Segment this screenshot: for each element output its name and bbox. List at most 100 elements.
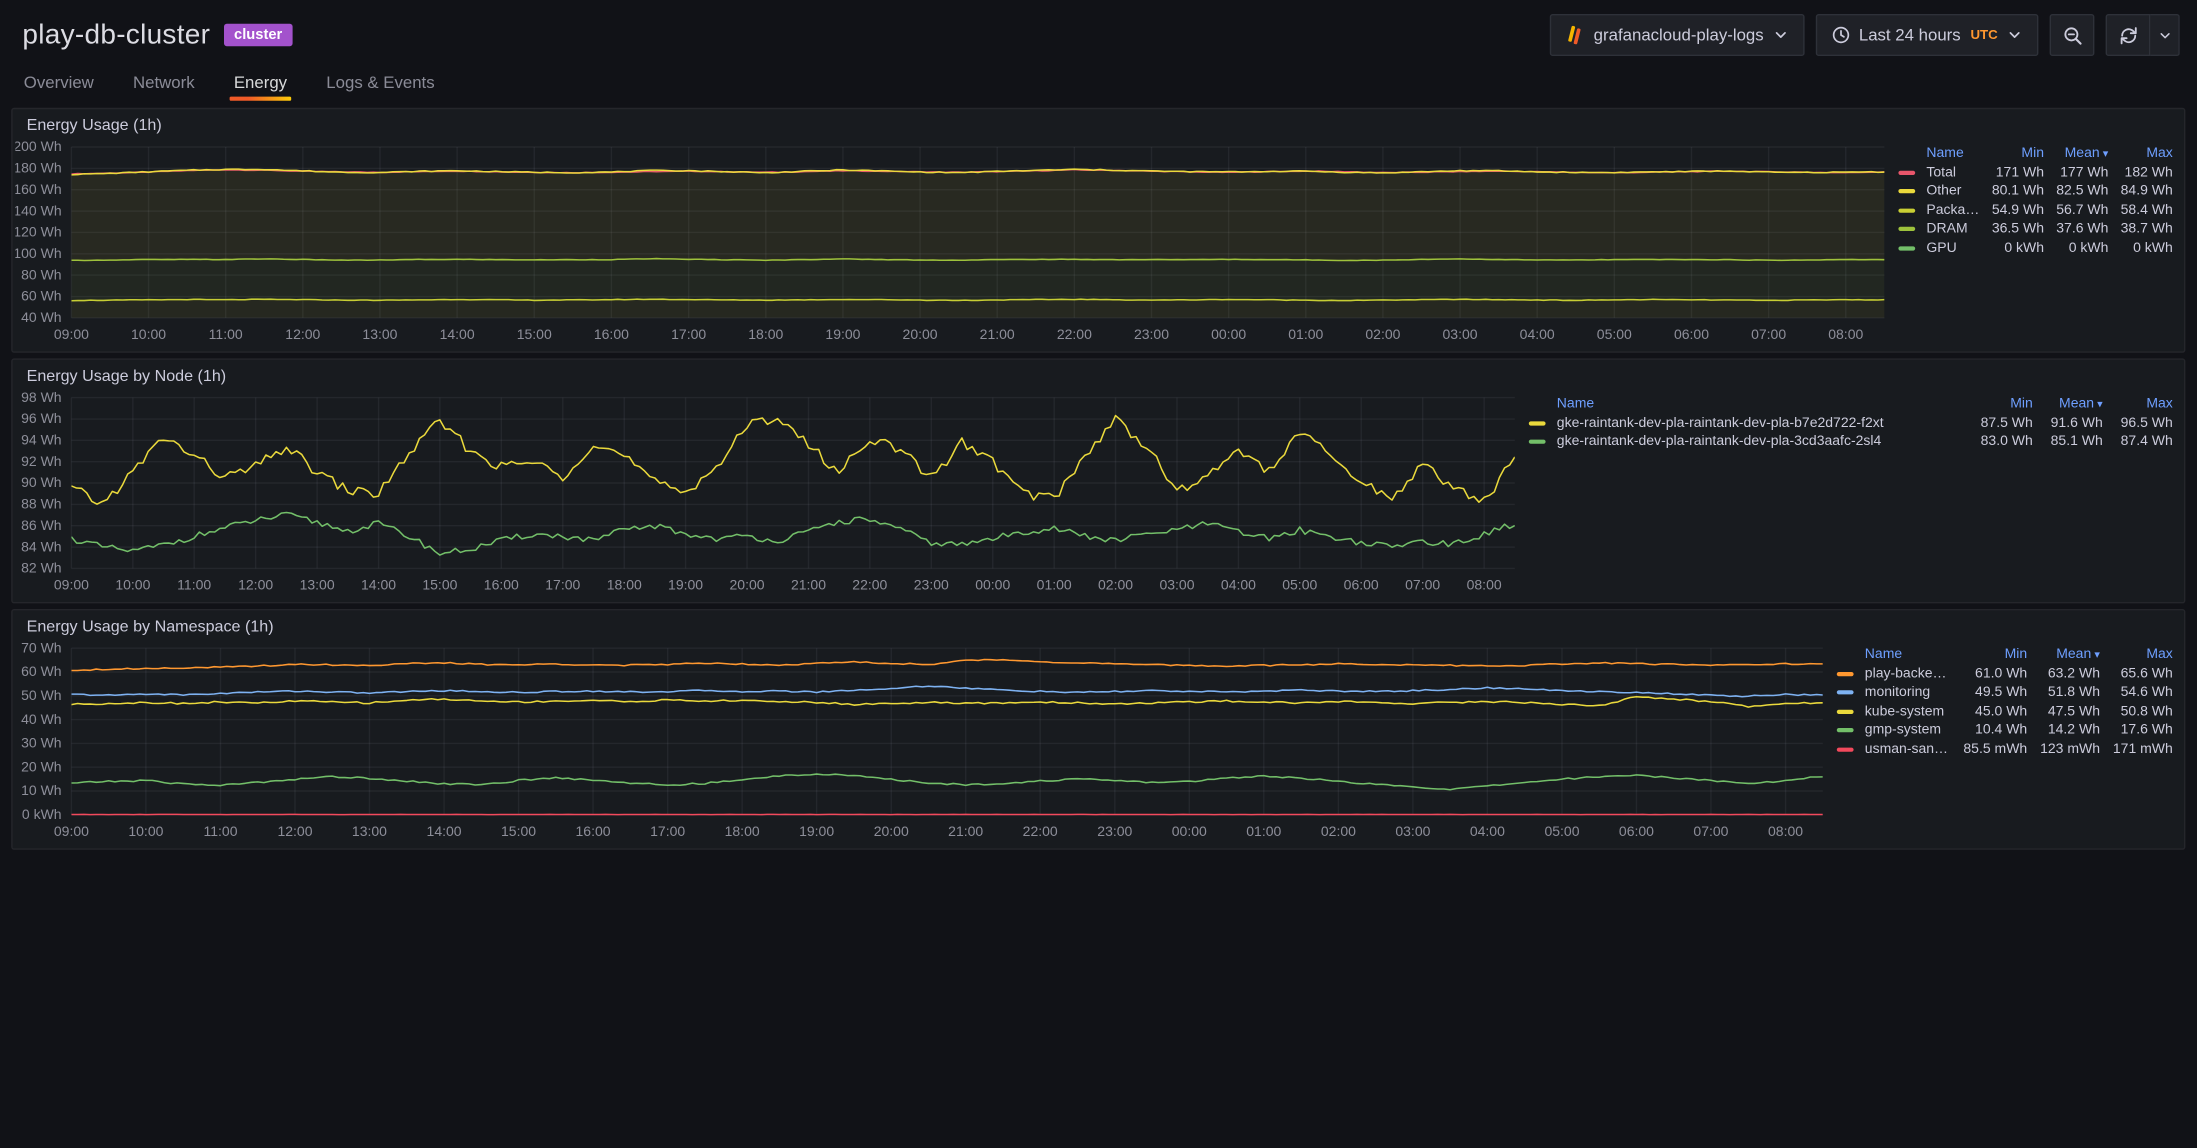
x-tick-label: 02:00 (1321, 823, 1356, 839)
legend-series-name[interactable]: Other (1926, 184, 1979, 199)
x-tick-label: 13:00 (352, 823, 387, 839)
x-tick-label: 19:00 (825, 326, 860, 342)
x-tick-label: 08:00 (1467, 576, 1502, 592)
refresh-button[interactable] (2106, 14, 2151, 56)
legend-series-name[interactable]: DRAM (1926, 222, 1979, 237)
x-tick-label: 20:00 (874, 823, 909, 839)
x-tick-label: 12:00 (238, 576, 273, 592)
x-tick-label: 10:00 (115, 576, 150, 592)
legend-max-value: 17.6 Wh (2106, 723, 2173, 738)
legend-column-min[interactable]: Min (1968, 397, 2032, 412)
legend-max-value: 171 mWh (2106, 742, 2173, 757)
y-tick-label: 86 Wh (21, 517, 61, 533)
y-tick-label: 60 Wh (21, 663, 61, 679)
y-tick-label: 180 Wh (15, 160, 61, 176)
y-tick-label: 40 Wh (21, 309, 61, 325)
series-color-swatch (1898, 246, 1915, 250)
legend-series-name[interactable]: gke-raintank-dev-pla-raintank-dev-pla-3c… (1557, 434, 1963, 449)
legend-column-mean[interactable]: Mean ▾ (2033, 647, 2100, 662)
series-line-gmp-system (71, 774, 1822, 790)
zoom-out-button[interactable] (2050, 14, 2095, 56)
panel-title[interactable]: Energy Usage (1h) (13, 109, 2184, 134)
legend-mean-value: 177 Wh (2050, 165, 2109, 180)
refresh-group (2106, 14, 2180, 56)
refresh-interval-dropdown[interactable] (2150, 14, 2179, 56)
legend-column-min[interactable]: Min (1957, 647, 2027, 662)
tab-overview[interactable]: Overview (20, 64, 98, 100)
legend-mean-value: 123 mWh (2033, 742, 2100, 757)
series-color-swatch (1837, 691, 1854, 695)
series-line-gke-raintank-dev-pla-raintank-dev-pla-3cd3aafc-2sl4 (71, 513, 1514, 556)
legend-series-name[interactable]: monitoring (1865, 685, 1952, 700)
legend-column-max[interactable]: Max (2114, 146, 2173, 161)
legend-min-value: 80.1 Wh (1985, 184, 2044, 199)
legend-max-value: 84.9 Wh (2114, 184, 2173, 199)
legend-mean-value: 82.5 Wh (2050, 184, 2109, 199)
legend-column-name[interactable]: Name (1865, 647, 1952, 662)
cluster-badge: cluster (224, 23, 292, 46)
legend-max-value: 0 kWh (2114, 240, 2173, 255)
panel-title[interactable]: Energy Usage by Namespace (1h) (13, 610, 2184, 635)
x-tick-label: 04:00 (1470, 823, 1505, 839)
chevron-down-icon (2157, 27, 2172, 42)
y-tick-label: 92 Wh (21, 453, 61, 469)
legend-column-mean[interactable]: Mean ▾ (2050, 146, 2109, 161)
loki-datasource-icon (1566, 25, 1586, 45)
legend-column-name[interactable]: Name (1557, 397, 1963, 412)
legend-row: gke-raintank-dev-pla-raintank-dev-pla-b7… (1529, 414, 2173, 433)
legend-series-name[interactable]: Total (1926, 165, 1979, 180)
y-tick-label: 20 Wh (21, 758, 61, 774)
legend-series-name[interactable]: play-backends (1865, 666, 1952, 681)
time-range-picker[interactable]: Last 24 hours UTC (1815, 14, 2038, 56)
legend-series-name[interactable]: Package (1926, 203, 1979, 218)
legend-column-max[interactable]: Max (2108, 397, 2172, 412)
tab-network[interactable]: Network (129, 64, 199, 100)
x-tick-label: 05:00 (1597, 326, 1632, 342)
tab-energy[interactable]: Energy (230, 64, 292, 100)
legend-column-mean[interactable]: Mean ▾ (2038, 397, 2102, 412)
legend-header: Name Min Mean ▾ Max (1837, 645, 2173, 664)
legend-max-value: 50.8 Wh (2106, 704, 2173, 719)
legend-column-min[interactable]: Min (1985, 146, 2044, 161)
chevron-down-icon (2006, 27, 2023, 44)
x-tick-label: 00:00 (975, 576, 1010, 592)
datasource-picker[interactable]: grafanacloud-play-logs (1550, 14, 1804, 56)
legend-series-name[interactable]: usman-sandbox (1865, 742, 1952, 757)
x-tick-label: 03:00 (1159, 576, 1194, 592)
x-tick-label: 00:00 (1172, 823, 1207, 839)
x-tick-label: 15:00 (517, 326, 552, 342)
x-tick-label: 20:00 (730, 576, 765, 592)
legend-mean-value: 56.7 Wh (2050, 203, 2109, 218)
legend-series-name[interactable]: gmp-system (1865, 723, 1952, 738)
x-tick-label: 17:00 (671, 326, 706, 342)
series-color-swatch (1837, 709, 1854, 713)
x-tick-label: 21:00 (980, 326, 1015, 342)
legend-min-value: 54.9 Wh (1985, 203, 2044, 218)
panel-title[interactable]: Energy Usage by Node (1h) (13, 360, 2184, 385)
y-tick-label: 98 Wh (21, 389, 61, 405)
x-tick-label: 09:00 (54, 576, 89, 592)
x-tick-label: 15:00 (422, 576, 457, 592)
legend-series-name[interactable]: kube-system (1865, 704, 1952, 719)
tab-logs-events[interactable]: Logs & Events (322, 64, 439, 100)
legend-column-name[interactable]: Name (1926, 146, 1979, 161)
legend-series-name[interactable]: gke-raintank-dev-pla-raintank-dev-pla-b7… (1557, 415, 1963, 430)
legend-max-value: 87.4 Wh (2108, 434, 2172, 449)
x-tick-label: 18:00 (748, 326, 783, 342)
legend-series-name[interactable]: GPU (1926, 240, 1979, 255)
x-tick-label: 16:00 (594, 326, 629, 342)
y-tick-label: 96 Wh (21, 410, 61, 426)
x-tick-label: 11:00 (177, 576, 211, 592)
legend-column-max[interactable]: Max (2106, 647, 2173, 662)
x-tick-label: 18:00 (607, 576, 642, 592)
legend-min-value: 171 Wh (1985, 165, 2044, 180)
